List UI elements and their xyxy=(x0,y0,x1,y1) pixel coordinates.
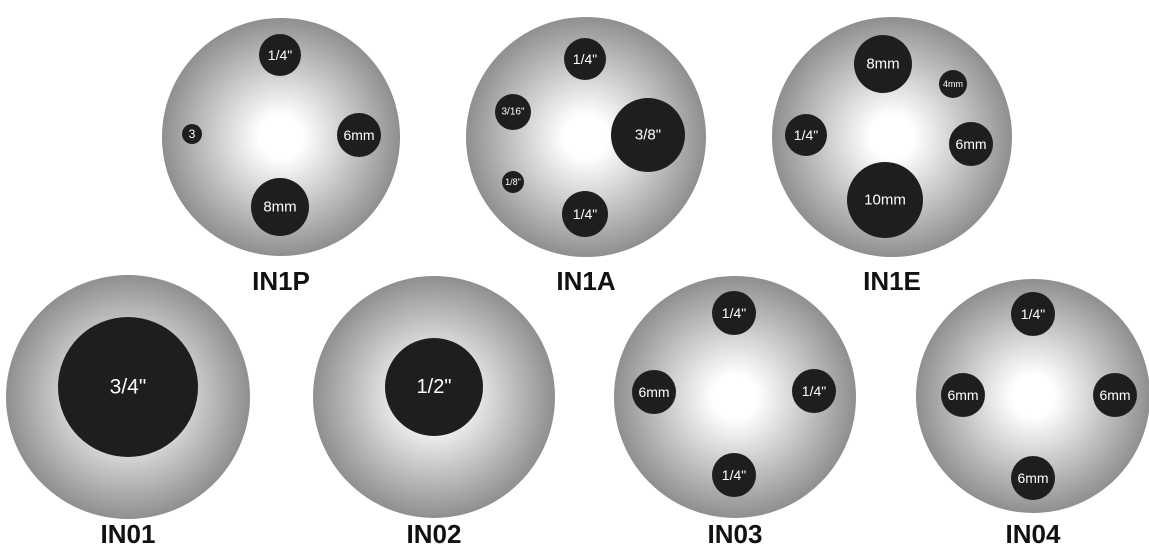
plate-caption: IN04 xyxy=(1006,519,1061,545)
plate-disc xyxy=(162,18,400,256)
hole: 1/4" xyxy=(259,34,301,76)
hole: 4mm xyxy=(939,70,967,98)
plate-caption: IN1E xyxy=(863,266,921,296)
hole-size-label: 3/8" xyxy=(635,127,661,144)
hole: 6mm xyxy=(632,370,676,414)
hole-size-label: 3/4" xyxy=(110,376,147,399)
hole: 3 xyxy=(182,124,202,144)
hole-circle xyxy=(939,70,967,98)
hole-circle xyxy=(785,114,827,156)
plate-in01: 3/4" IN01 xyxy=(6,275,250,545)
hole: 6mm xyxy=(337,113,381,157)
plates-layer: 1/4" 3 6mm 8mm IN1P 1/4" 3/16" 3/8" 1/8" 1/4" IN1A… xyxy=(6,17,1149,545)
hole-circle xyxy=(1093,373,1137,417)
hole: 1/4" xyxy=(564,38,606,80)
plate-caption: IN1A xyxy=(556,266,615,296)
hole: 1/2" xyxy=(385,338,483,436)
hole-size-label: 6mm xyxy=(955,136,986,152)
hole-circle xyxy=(632,370,676,414)
hole: 1/4" xyxy=(562,191,608,237)
hole-circle xyxy=(712,453,756,497)
hole-size-label: 1/2" xyxy=(417,376,452,398)
hole: 3/16" xyxy=(495,94,531,130)
hole-size-label: 1/4" xyxy=(1021,306,1045,322)
hole: 1/4" xyxy=(785,114,827,156)
hole: 1/4" xyxy=(712,453,756,497)
plate-disc xyxy=(916,279,1149,513)
hole-size-label: 1/4" xyxy=(722,467,746,483)
hole-circle xyxy=(564,38,606,80)
hole-size-label: 8mm xyxy=(866,56,899,73)
hole: 1/8" xyxy=(502,171,524,193)
hole-size-label: 10mm xyxy=(864,192,906,209)
hole-size-label: 4mm xyxy=(943,79,963,89)
hole-size-label: 6mm xyxy=(1017,470,1048,486)
plate-caption: IN03 xyxy=(708,519,763,545)
hole-circle xyxy=(941,373,985,417)
hole-circle xyxy=(847,162,923,238)
hole-circle xyxy=(712,291,756,335)
plate-in02: 1/2" IN02 xyxy=(313,276,555,545)
hole-circle xyxy=(949,122,993,166)
plate-caption: IN02 xyxy=(407,519,462,545)
plate-in1a: 1/4" 3/16" 3/8" 1/8" 1/4" IN1A xyxy=(466,17,706,296)
hole: 1/4" xyxy=(792,369,836,413)
hole-circle xyxy=(251,178,309,236)
hole-size-label: 1/4" xyxy=(573,51,597,67)
hole: 8mm xyxy=(854,35,912,93)
plate-caption: IN1P xyxy=(252,266,310,296)
hole-size-label: 1/8" xyxy=(505,177,521,187)
hole-size-label: 6mm xyxy=(947,387,978,403)
hole-size-label: 8mm xyxy=(263,199,296,216)
plate-disc xyxy=(614,276,856,518)
hole-size-label: 1/4" xyxy=(794,127,818,143)
plate-in1e: 8mm 4mm 1/4" 6mm 10mm IN1E xyxy=(772,17,1012,296)
plate-in1p: 1/4" 3 6mm 8mm IN1P xyxy=(162,18,400,296)
hole-circle xyxy=(182,124,202,144)
hole: 6mm xyxy=(1093,373,1137,417)
hole: 6mm xyxy=(949,122,993,166)
hole-circle xyxy=(792,369,836,413)
hole-size-label: 1/4" xyxy=(802,383,826,399)
hole: 6mm xyxy=(1011,456,1055,500)
hole-size-label: 6mm xyxy=(638,384,669,400)
hole-circle xyxy=(1011,456,1055,500)
hole-size-label: 6mm xyxy=(1099,387,1130,403)
hole: 3/8" xyxy=(611,98,685,172)
hole-circle xyxy=(337,113,381,157)
hole: 1/4" xyxy=(712,291,756,335)
hole: 8mm xyxy=(251,178,309,236)
plate-caption: IN01 xyxy=(101,519,156,545)
hole-circle xyxy=(854,35,912,93)
hole: 1/4" xyxy=(1011,292,1055,336)
hole-size-label: 3/16" xyxy=(501,107,524,118)
hole-circle xyxy=(611,98,685,172)
hole: 6mm xyxy=(941,373,985,417)
hole-size-label: 6mm xyxy=(343,127,374,143)
plate-disc xyxy=(466,17,706,257)
hole-size-label: 1/4" xyxy=(722,305,746,321)
hole-circle xyxy=(58,317,198,457)
hole-circle xyxy=(1011,292,1055,336)
hole-size-label: 1/4" xyxy=(268,47,292,63)
plate-in03: 1/4" 6mm 1/4" 1/4" IN03 xyxy=(614,276,856,545)
hole-circle xyxy=(562,191,608,237)
hole: 10mm xyxy=(847,162,923,238)
hole-circle xyxy=(385,338,483,436)
hole-circle xyxy=(502,171,524,193)
hole: 3/4" xyxy=(58,317,198,457)
hole-circle xyxy=(259,34,301,76)
hole-circle xyxy=(495,94,531,130)
hole-size-label: 1/4" xyxy=(573,206,597,222)
plate-in04: 1/4" 6mm 6mm 6mm IN04 xyxy=(916,279,1149,545)
hole-size-label: 3 xyxy=(189,127,196,141)
